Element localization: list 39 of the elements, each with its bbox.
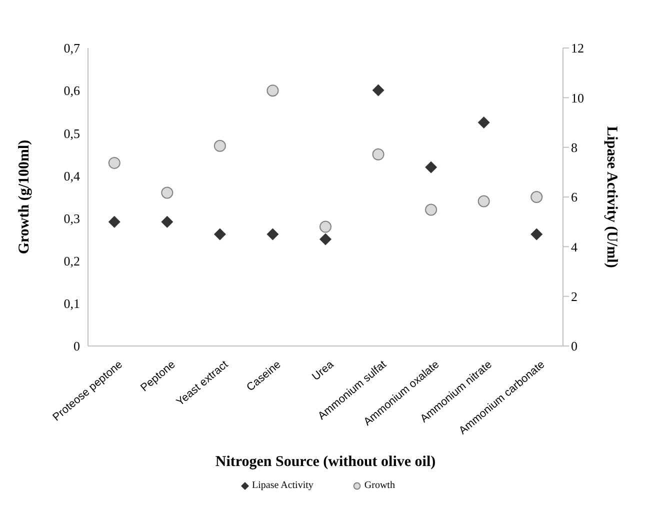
point bbox=[266, 84, 279, 97]
point bbox=[478, 116, 490, 128]
y2-tick-label: 10 bbox=[571, 90, 584, 106]
y-tick-label: 0,4 bbox=[64, 168, 80, 184]
legend-label: Lipase Activity bbox=[251, 480, 314, 491]
point bbox=[372, 148, 384, 160]
x-axis-title: Nitrogen Source (without olive oil) bbox=[215, 454, 436, 470]
y-tick-label: 0,2 bbox=[64, 253, 80, 268]
point bbox=[108, 156, 120, 169]
y-tick-label: 0,3 bbox=[64, 210, 80, 226]
x-tick-label: Urea bbox=[310, 358, 337, 384]
point bbox=[320, 233, 332, 246]
y-tick-label: 0,7 bbox=[64, 40, 80, 56]
point bbox=[372, 84, 384, 96]
y2-tick-label: 6 bbox=[571, 190, 578, 205]
y2-tick-label: 12 bbox=[571, 40, 584, 56]
y-axis-title: Growth (g/100ml) bbox=[16, 140, 32, 254]
y2-tick-label: 8 bbox=[571, 140, 578, 155]
y-tick-label: 0,1 bbox=[64, 296, 80, 312]
point bbox=[320, 220, 332, 233]
point bbox=[530, 191, 543, 203]
y-tick-label: 0,5 bbox=[64, 126, 80, 141]
y-tick-label: 0,6 bbox=[64, 83, 80, 98]
y2-tick-label: 2 bbox=[571, 288, 578, 304]
point bbox=[161, 216, 174, 228]
point bbox=[214, 140, 226, 152]
point bbox=[161, 186, 174, 199]
y2-tick-label: 4 bbox=[571, 239, 578, 254]
y-tick-label: 0 bbox=[74, 338, 80, 354]
legend-label: Growth bbox=[363, 480, 395, 491]
y2-axis-title: Lipase Activity (U/ml) bbox=[604, 126, 620, 268]
point bbox=[108, 216, 120, 228]
point bbox=[530, 228, 543, 240]
point bbox=[478, 195, 490, 208]
y2-tick-label: 0 bbox=[571, 338, 578, 354]
point bbox=[266, 228, 279, 240]
point bbox=[214, 228, 226, 240]
point bbox=[425, 161, 438, 174]
point bbox=[425, 204, 438, 216]
